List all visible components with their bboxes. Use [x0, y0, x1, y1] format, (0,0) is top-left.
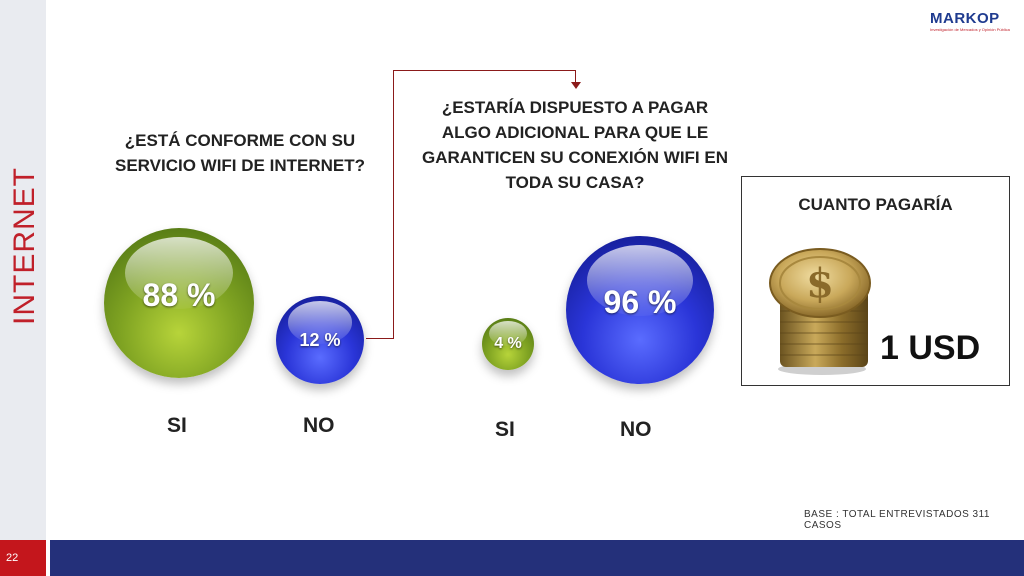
- svg-text:$: $: [806, 260, 834, 307]
- bubble-satisfied-no: 12 %: [276, 296, 364, 384]
- markop-logo: MARKOP Investigación de Mercados y Opini…: [928, 10, 1016, 40]
- logo-text: MARKOP: [930, 10, 1000, 27]
- arrow-down-icon: [571, 82, 581, 89]
- connector-line: [393, 70, 394, 339]
- bubble-pay-no: 96 %: [566, 236, 714, 384]
- page-number: 22: [0, 540, 46, 576]
- connector-line: [393, 70, 575, 71]
- bubble-label: 96 %: [603, 283, 677, 320]
- connector-line: [366, 338, 394, 339]
- category-label-si: SI: [495, 418, 515, 441]
- payment-box: CUANTO PAGARÍA $: [741, 176, 1010, 386]
- bubble-label: 88 %: [142, 276, 216, 313]
- question-willing-to-pay: ¿ESTARÍA DISPUESTO A PAGAR ALGO ADICIONA…: [421, 98, 728, 192]
- logo-tagline: Investigación de Mercados y Opinión Públ…: [930, 27, 1010, 32]
- payment-title: CUANTO PAGARÍA: [798, 195, 953, 214]
- bubble-label: 12 %: [299, 329, 341, 350]
- coin-stack-icon: $: [769, 248, 871, 375]
- bubble-label: 4 %: [494, 335, 522, 352]
- connector-line: [575, 70, 576, 84]
- sidebar: [0, 0, 46, 540]
- payment-value: 1 USD: [880, 329, 981, 367]
- question-satisfaction: ¿ESTÁ CONFORME CON SU SERVICIO WIFI DE I…: [115, 131, 365, 175]
- category-label-no: NO: [620, 418, 652, 441]
- footer-bar: [50, 540, 1024, 576]
- category-label-no: NO: [303, 414, 335, 437]
- base-note: BASE : TOTAL ENTREVISTADOS 311 CASOS: [804, 509, 990, 531]
- category-label-si: SI: [167, 414, 187, 437]
- section-label: INTERNET: [8, 167, 41, 325]
- bubble-pay-si: 4 %: [482, 318, 534, 370]
- bubble-satisfied-si: 88 %: [104, 228, 254, 378]
